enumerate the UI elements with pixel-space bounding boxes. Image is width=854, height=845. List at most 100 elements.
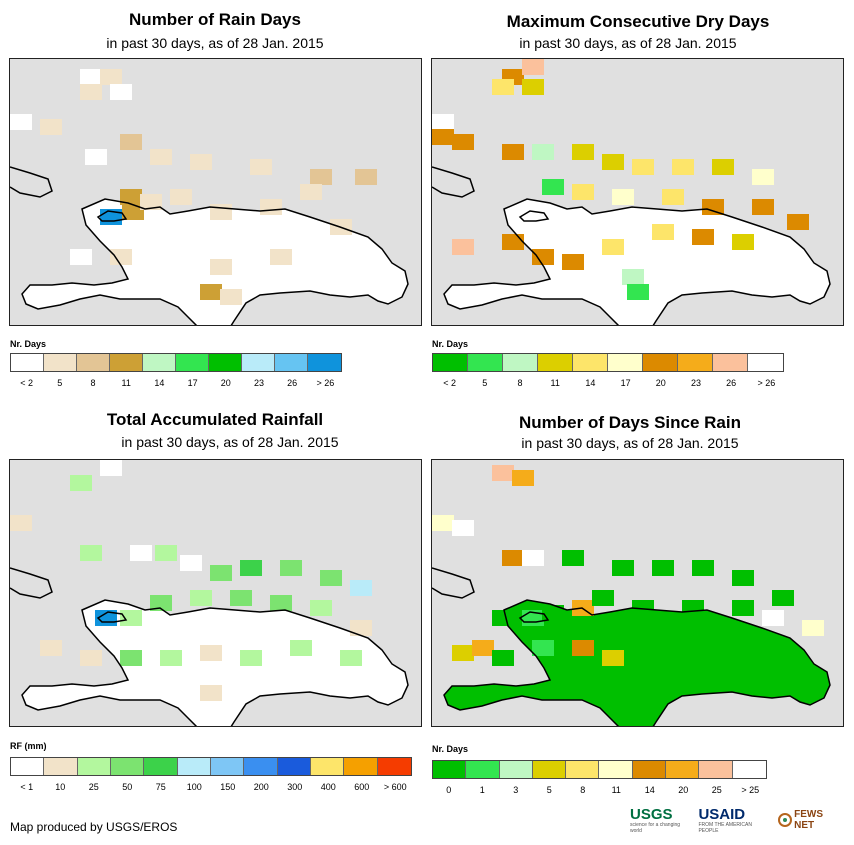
grid-cell — [320, 570, 342, 586]
map-days-since-rain — [431, 459, 844, 727]
grid-cell — [762, 610, 784, 626]
legend-swatch — [44, 354, 77, 371]
legend-tick-label: 11 — [121, 378, 131, 388]
grid-cell — [712, 159, 734, 175]
cuba-outline — [432, 567, 475, 599]
grid-cell — [522, 550, 544, 566]
legend-tick-label: > 25 — [741, 785, 760, 795]
grid-cell — [180, 555, 202, 571]
legend-bar-rain-days — [10, 353, 342, 372]
legend-swatch — [242, 354, 275, 371]
partner-logos: USGS science for a changing world USAID … — [630, 806, 845, 834]
legend-tick-label: 0 — [446, 785, 452, 795]
grid-cell — [532, 144, 554, 160]
map-canvas — [10, 460, 409, 726]
legend-tick-label: < 2 — [443, 378, 456, 388]
legend-tick-label: 23 — [253, 378, 265, 388]
grid-cell — [692, 560, 714, 576]
grid-cell — [100, 69, 122, 85]
legend-swatch — [77, 354, 110, 371]
grid-cell — [732, 234, 754, 250]
gonave-island-outline — [96, 611, 128, 623]
legend-swatch — [275, 354, 308, 371]
grid-cell — [230, 590, 252, 606]
grid-cell — [40, 640, 62, 656]
legend-tick-label: 20 — [220, 378, 231, 388]
legend-swatch — [11, 758, 45, 775]
grid-cell — [160, 650, 182, 666]
grid-cell — [602, 239, 624, 255]
usgs-logo-tagline: science for a changing world — [630, 821, 681, 834]
grid-cell — [170, 189, 192, 205]
grid-cell — [612, 560, 634, 576]
legend-tick-label: 3 — [513, 785, 519, 795]
grid-cell — [100, 460, 122, 476]
grid-cell — [150, 595, 172, 611]
grid-cell — [260, 199, 282, 215]
grid-cell — [452, 520, 474, 536]
grid-cell — [350, 620, 372, 636]
legend-swatch — [310, 758, 345, 775]
legend-label-rain-days: Nr. Days — [10, 339, 47, 349]
grid-cell — [130, 545, 152, 561]
grid-cell — [310, 169, 332, 185]
legend-swatch — [210, 758, 245, 775]
grid-cell — [310, 600, 332, 616]
usgs-logo-text: USGS — [630, 805, 673, 823]
grid-cell — [280, 560, 302, 576]
legend-tick-label: 17 — [187, 378, 198, 388]
legend-ticks-dry-days: < 2 5 8 11 14 17 20 23 26 > 26 — [432, 378, 784, 390]
usaid-logo-tagline: FROM THE AMERICAN PEOPLE — [698, 821, 752, 834]
grid-cell — [602, 154, 624, 170]
legend-tick-label: 5 — [546, 785, 552, 795]
panel-subtitle-rain-days: in past 30 days, as of 28 Jan. 2015 — [106, 35, 324, 51]
grid-cell — [492, 465, 514, 481]
hispaniola-outline — [443, 599, 831, 726]
grid-cell — [682, 600, 704, 616]
legend-ticks-rain-days: < 2 5 8 11 14 17 20 23 26 > 26 — [10, 378, 342, 390]
legend-swatch — [699, 761, 733, 778]
legend-bar-days-since-rain — [432, 760, 767, 779]
cuba-outline — [432, 166, 475, 198]
grid-cell — [572, 184, 594, 200]
grid-cell — [732, 600, 754, 616]
panel-subtitle-days-since-rain: in past 30 days, as of 28 Jan. 2015 — [521, 435, 739, 451]
legend-swatch — [632, 761, 667, 778]
grid-cell — [70, 249, 92, 265]
hispaniola-outline — [21, 198, 409, 325]
legend-tick-label: 100 — [186, 782, 202, 792]
grid-cell — [340, 650, 362, 666]
legend-swatch — [244, 758, 278, 775]
legend-tick-label: > 26 — [316, 378, 335, 388]
cuba-outline — [10, 567, 53, 599]
legend-swatch — [77, 758, 111, 775]
legend-tick-label: 26 — [287, 378, 298, 388]
grid-cell — [300, 184, 322, 200]
grid-cell — [432, 515, 454, 531]
grid-cell — [350, 580, 372, 596]
legend-tick-label: 5 — [482, 378, 488, 388]
legend-swatch — [732, 761, 766, 778]
grid-cell — [662, 189, 684, 205]
legend-swatch — [566, 761, 600, 778]
map-rain-days — [9, 58, 422, 326]
legend-tick-label: 600 — [354, 782, 370, 792]
grid-cell — [672, 159, 694, 175]
island-land — [444, 600, 830, 726]
grid-cell — [110, 84, 132, 100]
panel-title-days-since-rain: Number of Days Since Rain — [518, 413, 741, 432]
cuba-outline — [10, 166, 53, 198]
grid-cell — [592, 590, 614, 606]
grid-cell — [632, 600, 654, 616]
grid-cell — [240, 560, 262, 576]
grid-cell — [432, 129, 454, 145]
legend-swatch — [143, 354, 176, 371]
grid-cell — [632, 640, 654, 656]
legend-swatch — [499, 761, 533, 778]
grid-cell — [250, 159, 272, 175]
grid-cell — [190, 154, 212, 170]
grid-cell — [10, 515, 32, 531]
legend-swatch — [503, 354, 538, 371]
fewsnet-logo-text: FEWS NET — [794, 809, 823, 831]
grid-cell — [140, 194, 162, 210]
